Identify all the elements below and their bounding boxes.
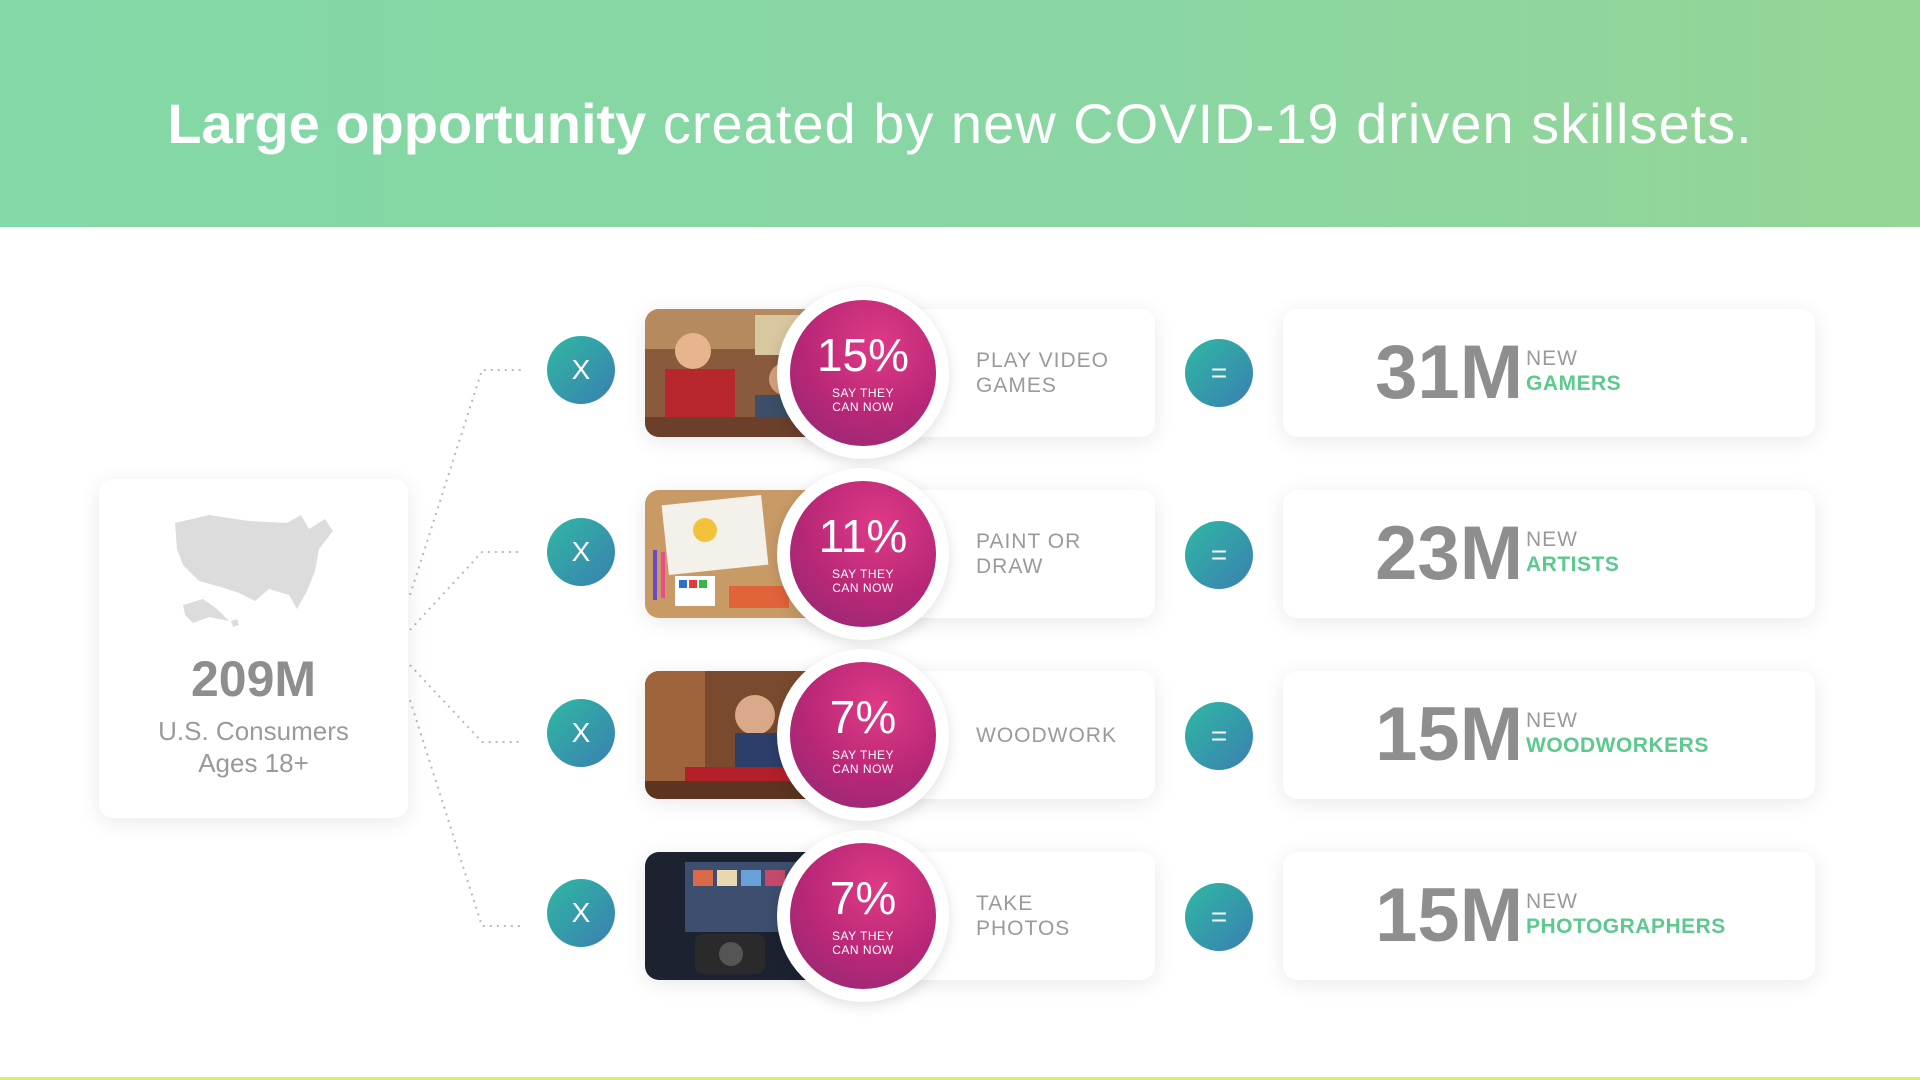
footer-divider	[0, 1077, 1920, 1080]
percent-badge: 7% SAY THEY CAN NOW	[777, 830, 949, 1002]
result-prefix: NEW	[1526, 528, 1578, 551]
page-title: Large opportunity created by new COVID-1…	[0, 88, 1920, 160]
percent-badge: 7% SAY THEY CAN NOW	[777, 649, 949, 821]
activity-label: WOODWORK	[976, 723, 1146, 748]
activity-label: PLAY VIDEO GAMES	[976, 348, 1146, 398]
result-prefix: NEW	[1526, 890, 1578, 913]
percent-note-line: CAN NOW	[832, 762, 894, 776]
result-label: PHOTOGRAPHERS	[1526, 915, 1726, 938]
activity-label-line: PAINT OR	[976, 530, 1082, 553]
result-value: 15M	[1375, 692, 1523, 777]
percent-badge: 15% SAY THEY CAN NOW	[777, 287, 949, 459]
activity-card: 7% SAY THEY CAN NOW WOODWORK	[645, 649, 1155, 821]
result-value: 23M	[1375, 511, 1523, 596]
source-label-line: U.S. Consumers	[158, 716, 349, 746]
percent-value: 7%	[829, 872, 897, 924]
multiply-icon: X	[547, 699, 615, 767]
result-label: ARTISTS	[1526, 553, 1620, 576]
source-card: 209M U.S. Consumers Ages 18+	[99, 479, 408, 818]
activity-label: PAINT OR DRAW	[976, 529, 1146, 579]
result-value: 31M	[1375, 330, 1523, 415]
result-card: 31M NEW GAMERS	[1283, 309, 1815, 437]
percent-note-line: CAN NOW	[832, 581, 894, 595]
activity-label-line: GAMES	[976, 374, 1057, 397]
equals-icon: =	[1185, 521, 1253, 589]
percent-note-line: SAY THEY	[831, 748, 895, 762]
percent-value: 15%	[816, 329, 910, 381]
activity-card: 11% SAY THEY CAN NOW PAINT OR DRAW	[645, 468, 1155, 640]
equals-icon: =	[1185, 339, 1253, 407]
activity-label-line: WOODWORK	[976, 724, 1117, 747]
result-label: WOODWORKERS	[1526, 734, 1709, 757]
percent-note: SAY THEY CAN NOW	[790, 567, 936, 595]
percent-note-line: SAY THEY	[831, 567, 895, 581]
activity-label-line: TAKE	[976, 892, 1034, 915]
result-label: GAMERS	[1526, 372, 1622, 395]
multiply-icon: X	[547, 336, 615, 404]
percent-note: SAY THEY CAN NOW	[790, 386, 936, 414]
multiply-icon: X	[547, 518, 615, 586]
result-value: 15M	[1375, 873, 1523, 958]
equals-icon: =	[1185, 883, 1253, 951]
activity-card: 7% SAY THEY CAN NOW TAKE PHOTOS	[645, 830, 1155, 1002]
usa-map-icon	[175, 515, 333, 627]
percent-value: 7%	[829, 691, 897, 743]
percent-note-line: SAY THEY	[831, 386, 895, 400]
activity-label: TAKE PHOTOS	[976, 891, 1146, 941]
percent-note-line: SAY THEY	[831, 929, 895, 943]
percent-badge: 11% SAY THEY CAN NOW	[777, 468, 949, 640]
activity-label-line: PLAY VIDEO	[976, 349, 1109, 372]
header-banner	[0, 0, 1920, 227]
equals-icon: =	[1185, 702, 1253, 770]
title-light: created by new COVID-19 driven skillsets…	[646, 92, 1753, 155]
percent-note: SAY THEY CAN NOW	[790, 748, 936, 776]
activity-label-line: DRAW	[976, 555, 1044, 578]
source-label: U.S. Consumers Ages 18+	[99, 715, 408, 779]
result-card: 15M NEW WOODWORKERS	[1283, 671, 1815, 799]
title-bold: Large opportunity	[167, 92, 647, 155]
result-card: 15M NEW PHOTOGRAPHERS	[1283, 852, 1815, 980]
source-value: 209M	[190, 651, 317, 707]
result-card: 23M NEW ARTISTS	[1283, 490, 1815, 618]
multiply-icon: X	[547, 879, 615, 947]
result-prefix: NEW	[1526, 347, 1578, 370]
source-label-line: Ages 18+	[198, 748, 309, 778]
percent-note: SAY THEY CAN NOW	[790, 929, 936, 957]
activity-label-line: PHOTOS	[976, 917, 1071, 940]
percent-value: 11%	[818, 510, 908, 562]
percent-note-line: CAN NOW	[832, 400, 894, 414]
activity-card: 15% SAY THEY CAN NOW PLAY VIDEO GAMES	[645, 287, 1155, 459]
result-prefix: NEW	[1526, 709, 1578, 732]
percent-note-line: CAN NOW	[832, 943, 894, 957]
